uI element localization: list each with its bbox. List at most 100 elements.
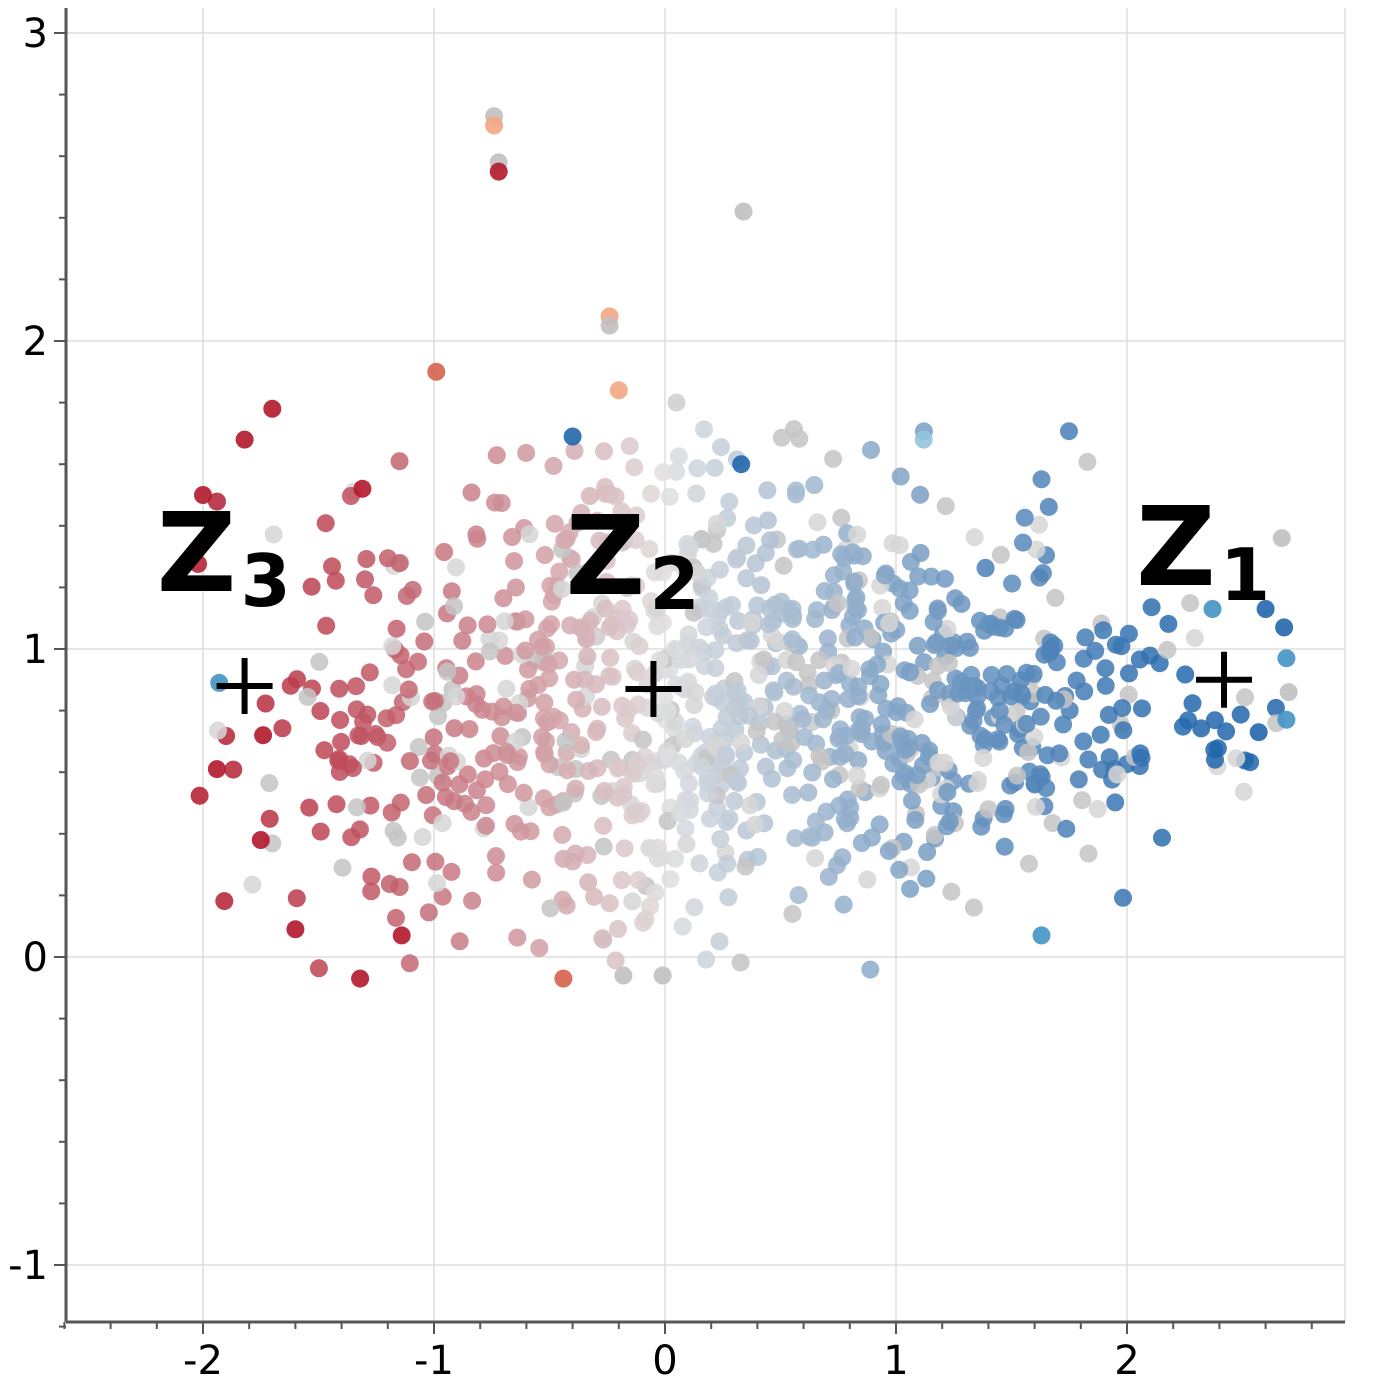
data-point [484,744,503,763]
data-point [544,707,563,726]
data-point [814,710,832,729]
data-point [600,894,619,913]
data-point [690,854,709,873]
data-point [994,805,1013,824]
cluster-label: Z [565,492,645,620]
data-point [808,513,827,532]
data-point [1176,665,1195,684]
data-point [673,917,692,936]
data-point [688,459,707,478]
data-point [918,843,937,861]
data-point [765,712,784,731]
data-point [1057,819,1076,838]
data-point [786,485,805,504]
data-point [579,873,598,892]
data-point [661,870,680,889]
data-point [698,784,717,803]
axes [54,8,1345,1334]
data-point [595,442,613,461]
data-point [630,637,649,656]
data-point [623,806,642,825]
data-point [901,879,920,898]
data-point [538,619,557,638]
data-point [347,677,366,696]
data-point [984,617,1003,636]
data-point [487,847,505,866]
data-point [566,779,585,798]
data-point [754,650,773,669]
data-point [922,567,941,586]
data-point [210,673,229,692]
data-point [758,511,777,530]
data-point [760,615,778,634]
data-point [737,569,756,588]
data-point [330,679,349,698]
data-point [872,775,890,794]
data-point [852,719,871,738]
data-point [1206,750,1224,769]
data-point [720,809,739,828]
data-point [847,766,866,785]
data-point [1079,750,1098,769]
data-point [433,887,452,906]
data-point [235,430,254,449]
data-point [899,738,918,757]
data-point [803,540,822,559]
data-point [517,443,536,462]
data-point [843,543,862,562]
data-point [728,681,747,700]
data-point [1079,844,1098,863]
data-point [842,659,861,678]
data-point [964,898,983,917]
data-point [1032,768,1051,786]
data-point [429,707,448,726]
data-point [705,458,724,477]
data-point [288,670,306,689]
data-point [937,817,956,836]
data-point [579,762,598,780]
data-point [390,554,409,573]
data-point [357,550,376,568]
data-point [1181,594,1200,613]
data-point [845,572,864,591]
data-point [260,809,279,828]
data-point [620,437,639,456]
data-point [445,597,463,616]
cluster-label-subscript: 1 [1220,533,1270,617]
data-point [519,798,538,817]
data-point [872,715,891,734]
data-point [491,727,510,746]
data-point [765,683,784,702]
data-point [423,692,442,711]
data-point [544,456,563,475]
data-point [819,867,838,886]
data-point [1054,715,1073,734]
data-point [861,628,880,647]
data-point [906,810,925,829]
data-point [822,690,841,708]
data-point [330,749,349,768]
data-point [1043,814,1062,833]
data-point [331,711,350,729]
data-point [480,642,499,661]
data-point [837,726,856,745]
data-point [704,534,723,553]
data-point [901,663,920,681]
data-point [351,969,370,988]
data-point [1236,688,1254,707]
data-point [952,594,971,613]
data-point [606,951,625,970]
data-point [744,516,763,535]
data-point [194,486,212,504]
data-point [1133,699,1151,718]
data-point [623,764,642,783]
data-point [1153,828,1171,847]
data-point [783,904,802,923]
data-point [487,446,506,465]
data-point [300,798,319,817]
data-point [783,630,802,649]
data-point [695,420,713,439]
data-point [1159,614,1178,633]
data-point [810,746,829,765]
data-point [362,867,381,886]
